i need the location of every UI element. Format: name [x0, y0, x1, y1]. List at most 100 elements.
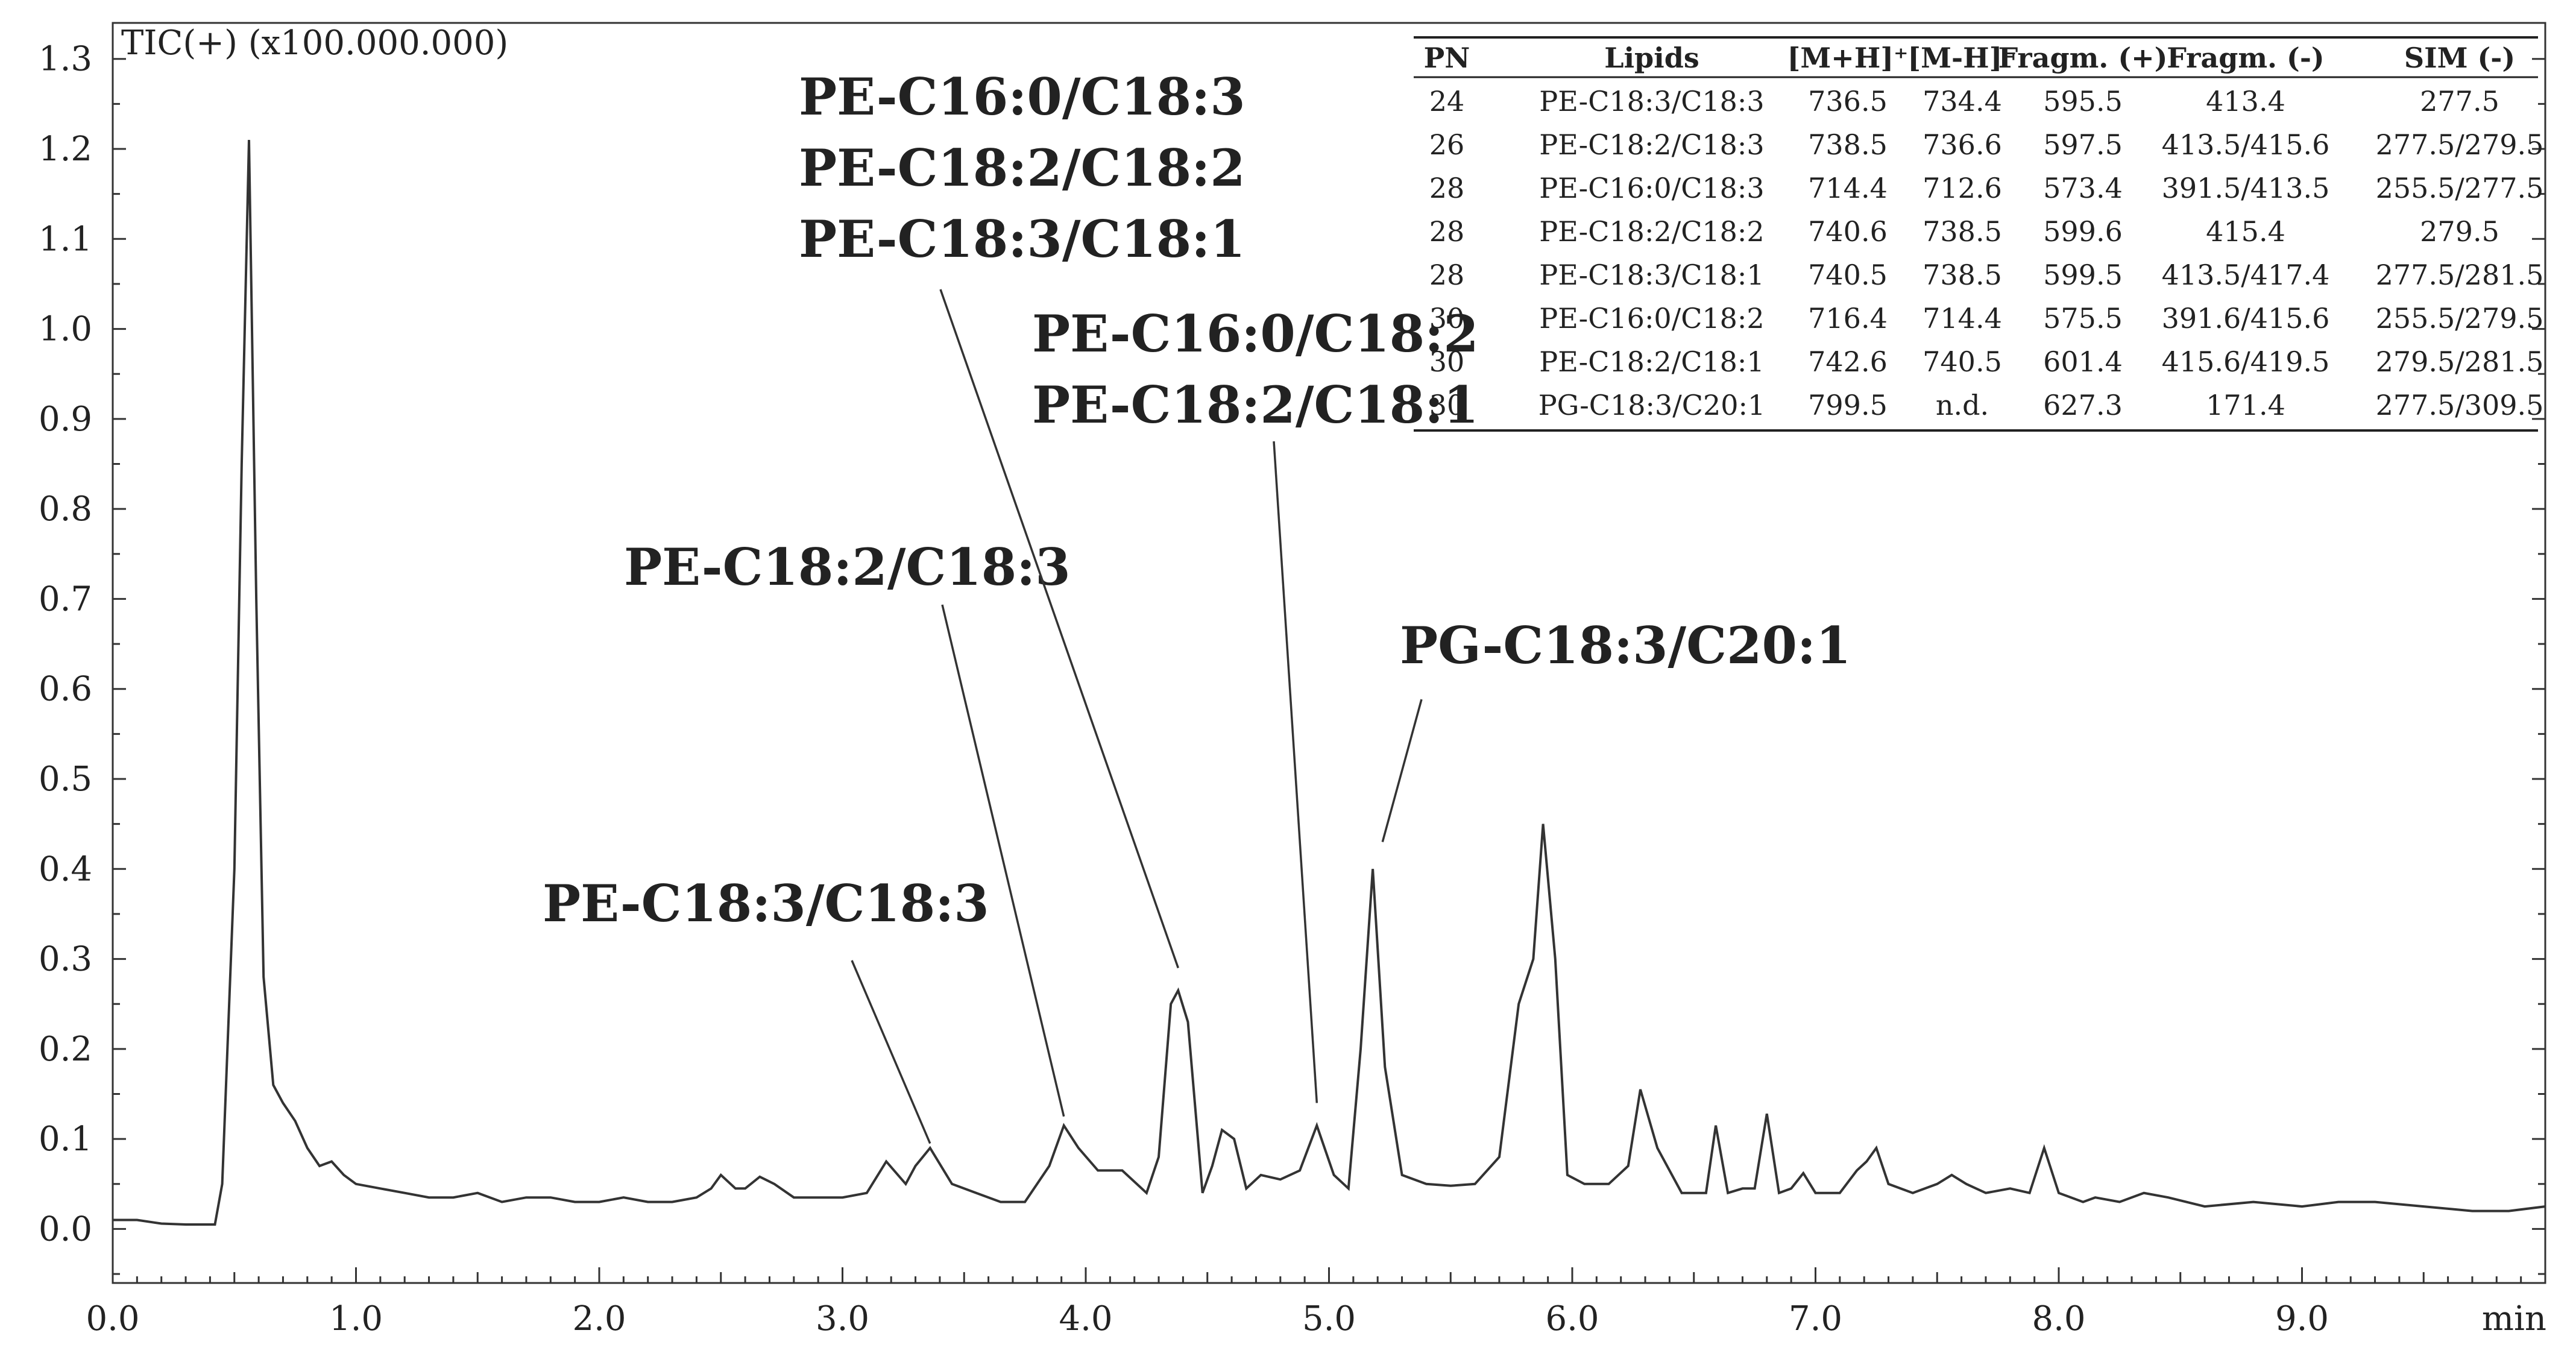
y-axis: 0.0 0.1 0.2 0.3 0.4 0.5 0.6 0.7 0.8 0.9 1.0 1.1 1.2 1…: [39, 40, 2545, 1275]
x-tick-label: 6.0: [1545, 1299, 1599, 1338]
peak-label: PE-C18:2/C18:2: [799, 138, 1245, 198]
y-tick-label: 1.2: [39, 130, 92, 169]
table-cell: 740.5: [1923, 345, 2002, 378]
table-cell: 714.4: [1923, 302, 2002, 335]
table-cell: 415.6/419.5: [2162, 345, 2330, 378]
table-cell: n.d.: [1936, 389, 1989, 421]
table-header-cell: Fragm. (+): [1998, 42, 2168, 74]
table-cell: 28: [1429, 259, 1465, 291]
y-tick-label: 0.3: [39, 940, 92, 979]
table-cell: 171.4: [2206, 389, 2285, 421]
x-tick-label: 0.0: [86, 1299, 139, 1338]
table-cell: PG-C18:3/C20:1: [1538, 389, 1766, 421]
table-cell: 742.6: [1808, 345, 1888, 378]
table-cell: 573.4: [2043, 172, 2123, 204]
peak-leader-line: [1381, 699, 1423, 842]
peak-label: PE-C18:2/C18:1: [1032, 375, 1479, 435]
table-cell: 716.4: [1808, 302, 1888, 335]
x-tick-label: 7.0: [1789, 1299, 1842, 1338]
y-axis-label: TIC(+) (x100.000.000): [121, 24, 508, 63]
table-header-cell: PN: [1424, 42, 1470, 74]
table-cell: PE-C18:3/C18:1: [1539, 259, 1764, 291]
table-cell: PE-C18:2/C18:1: [1539, 345, 1764, 378]
peak-leader-line: [1273, 441, 1318, 1103]
table-cell: 413.4: [2206, 85, 2285, 118]
y-tick-label: 0.9: [39, 400, 92, 439]
table-cell: PE-C16:0/C18:2: [1539, 302, 1764, 335]
table-cell: 277.5: [2420, 85, 2499, 118]
x-tick-label: 5.0: [1302, 1299, 1356, 1338]
table-cell: 595.5: [2043, 85, 2123, 118]
x-tick-label: 2.0: [572, 1299, 626, 1338]
table-cell: 740.5: [1808, 259, 1888, 291]
table-cell: 30: [1429, 345, 1465, 378]
x-tick-label: 4.0: [1059, 1299, 1112, 1338]
peak-annotations: PE-C18:3/C18:3 PE-C18:2/C18:3 PE-C16:0/C18…: [543, 67, 1851, 1144]
peak-label: PE-C18:3/C18:3: [543, 874, 989, 933]
peak-label: PE-C18:3/C18:1: [799, 209, 1245, 269]
table-cell: 734.4: [1923, 85, 2002, 118]
y-tick-label: 1.1: [39, 219, 92, 259]
table-cell: 738.5: [1923, 215, 2002, 248]
table-cell: 712.6: [1923, 172, 2002, 204]
x-tick-label: 8.0: [2032, 1299, 2085, 1338]
table-cell: 413.5/415.6: [2162, 128, 2330, 161]
y-tick-label: 0.7: [39, 579, 92, 619]
table-cell: 277.5/309.5: [2376, 389, 2544, 421]
table-cell: 714.4: [1808, 172, 1888, 204]
y-tick-label: 0.8: [39, 490, 92, 529]
table-cell: 575.5: [2043, 302, 2123, 335]
table-header-cell: Lipids: [1604, 42, 1699, 74]
peak-label: PE-C18:2/C18:3: [624, 537, 1071, 597]
table-cell: 413.5/417.4: [2162, 259, 2330, 291]
table-cell: PE-C18:2/C18:3: [1539, 128, 1764, 161]
table-cell: 597.5: [2043, 128, 2123, 161]
table-cell: 277.5/279.5: [2376, 128, 2544, 161]
table-cell: PE-C18:3/C18:3: [1539, 85, 1764, 118]
table-cell: 601.4: [2043, 345, 2123, 378]
peak-leader-line: [941, 604, 1065, 1117]
table-cell: 415.4: [2206, 215, 2285, 248]
table-cell: 28: [1429, 215, 1465, 248]
table-cell: 279.5: [2420, 215, 2499, 248]
table-cell: 740.6: [1808, 215, 1888, 248]
plot-frame: [112, 22, 2546, 1284]
y-tick-label: 1.3: [39, 40, 92, 79]
x-tick-label: 1.0: [329, 1299, 383, 1338]
table-cell: PE-C18:2/C18:2: [1539, 215, 1764, 248]
table-cell: 255.5/277.5: [2376, 172, 2544, 204]
table-header-cell: [M-H]⁻: [1907, 42, 2017, 74]
y-tick-label: 0.5: [39, 760, 92, 799]
table-cell: 391.6/415.6: [2162, 302, 2330, 335]
y-tick-label: 0.6: [39, 670, 92, 709]
table-cell: 30: [1429, 302, 1465, 335]
table-cell: 277.5/281.5: [2376, 259, 2544, 291]
x-axis-label: min: [2482, 1299, 2546, 1338]
y-tick-label: 0.4: [39, 849, 92, 889]
table-cell: 24: [1429, 85, 1465, 118]
plot-border: [112, 22, 2546, 1284]
table-cell: PE-C16:0/C18:3: [1539, 172, 1764, 204]
table-cell: 738.5: [1923, 259, 2002, 291]
table-cell: 736.6: [1923, 128, 2002, 161]
lipid-table: PN Lipids [M+H]⁺[M-H]⁻Fragm. (+)Fragm. (-)…: [1414, 36, 2544, 432]
table-header-cell: Fragm. (-): [2167, 42, 2324, 74]
table-cell: 255.5/279.5: [2376, 302, 2544, 335]
x-tick-label: 3.0: [816, 1299, 869, 1338]
x-axis: 0.0 1.0 2.0 3.0 4.0 5.0 6.0 7.0 8.0 9.0: [86, 1267, 2546, 1338]
table-cell: 738.5: [1808, 128, 1888, 161]
peak-label: PE-C16:0/C18:3: [799, 67, 1245, 127]
table-cell: 30: [1429, 389, 1465, 421]
tic-trace-line: [113, 140, 2546, 1226]
y-tick-label: 0.1: [39, 1120, 92, 1159]
table-cell: 627.3: [2043, 389, 2123, 421]
peak-leader-line: [851, 960, 931, 1144]
y-tick-label: 1.0: [39, 310, 92, 349]
table-cell: 736.5: [1808, 85, 1888, 118]
table-header-cell: [M+H]⁺: [1787, 42, 1909, 74]
x-tick-label: 9.0: [2275, 1299, 2329, 1338]
table-cell: 599.6: [2043, 215, 2123, 248]
y-tick-label: 0.0: [39, 1209, 92, 1249]
table-cell: 599.5: [2043, 259, 2123, 291]
